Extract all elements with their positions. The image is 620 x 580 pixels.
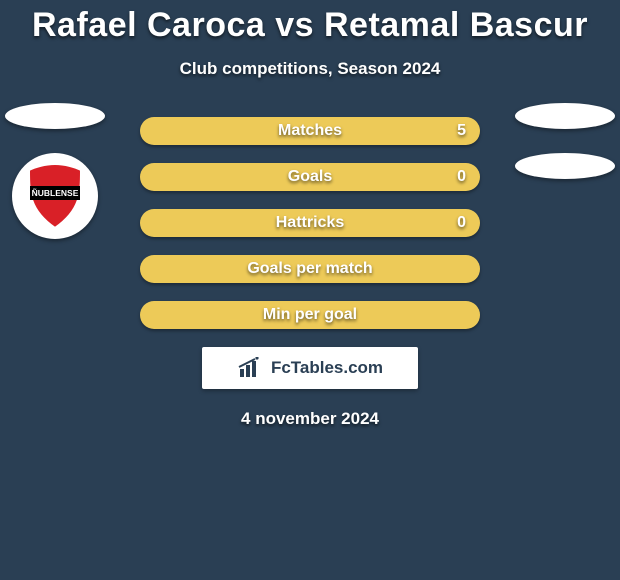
shield-text: ÑUBLENSE (32, 188, 79, 198)
generation-date: 4 november 2024 (0, 409, 620, 429)
left-player-column: ÑUBLENSE (0, 103, 110, 239)
right-player-column (510, 103, 620, 203)
stat-value: 5 (457, 122, 466, 140)
shield-icon: ÑUBLENSE (25, 162, 85, 230)
player-photo-placeholder-left (5, 103, 105, 129)
stat-bar-matches: Matches 5 (140, 117, 480, 145)
stat-bar-goals-per-match: Goals per match (140, 255, 480, 283)
footer-brand-text: FcTables.com (271, 358, 383, 378)
bar-chart-icon (237, 357, 267, 379)
stat-label: Goals per match (247, 260, 372, 278)
player-photo-placeholder-right-1 (515, 103, 615, 129)
stat-label: Min per goal (263, 306, 357, 324)
comparison-content: ÑUBLENSE Matches 5 Goals 0 Hattricks 0 G… (0, 117, 620, 329)
stat-label: Matches (278, 122, 342, 140)
stat-value: 0 (457, 214, 466, 232)
stat-bars: Matches 5 Goals 0 Hattricks 0 Goals per … (140, 117, 480, 329)
subtitle: Club competitions, Season 2024 (0, 59, 620, 79)
stat-bar-goals: Goals 0 (140, 163, 480, 191)
stat-label: Goals (288, 168, 332, 186)
stat-bar-min-per-goal: Min per goal (140, 301, 480, 329)
player-photo-placeholder-right-2 (515, 153, 615, 179)
stat-label: Hattricks (276, 214, 344, 232)
team-logo-left: ÑUBLENSE (12, 153, 98, 239)
stat-value: 0 (457, 168, 466, 186)
page-title: Rafael Caroca vs Retamal Bascur (0, 0, 620, 45)
stat-bar-hattricks: Hattricks 0 (140, 209, 480, 237)
footer-brand-box: FcTables.com (202, 347, 418, 389)
